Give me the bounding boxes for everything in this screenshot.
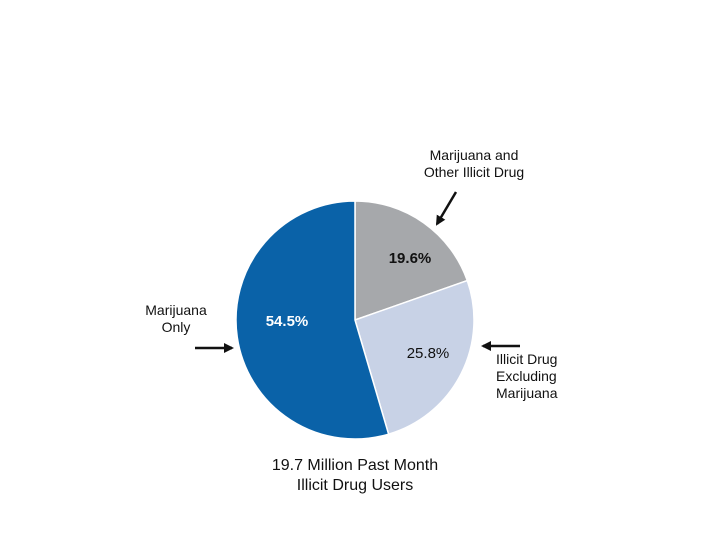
pie-slice-3 [235, 200, 390, 440]
pie-slice-value-label: 19.6% [389, 250, 432, 267]
chart-caption: 19.7 Million Past Month Illicit Drug Use… [230, 456, 480, 496]
pie-slice-value-label: 25.8% [407, 345, 450, 362]
slice-annotation-line: Marijuana [496, 385, 558, 401]
slice-annotation-line: Marijuana [145, 302, 207, 318]
pie-value-labels: 19.6% 25.8% 54.5% [266, 250, 450, 362]
slice-annotation-marijuana-only: Marijuana Only [128, 302, 224, 336]
arrow-marijuana-and-other [435, 191, 458, 226]
pie-slice-2 [354, 279, 475, 436]
slice-annotation-line: Only [161, 319, 191, 335]
slice-annotation-line: Other Illicit Drug [423, 164, 525, 180]
caption-line: 19.7 Million Past Month [271, 457, 439, 474]
slice-annotation-marijuana-and-other: Marijuana and Other Illicit Drug [404, 147, 544, 181]
caption-line: Illicit Drug Users [296, 477, 414, 494]
slice-annotation-line: Illicit Drug [496, 351, 558, 367]
pie-slices [235, 200, 475, 440]
slice-annotation-line: Excluding [496, 368, 557, 384]
slice-annotation-illicit-excluding: Illicit Drug Excluding Marijuana [496, 351, 586, 402]
annotation-arrows [195, 191, 520, 353]
pie-slice-value-label: 54.5% [266, 313, 309, 330]
slice-annotation-line: Marijuana and [429, 147, 519, 163]
